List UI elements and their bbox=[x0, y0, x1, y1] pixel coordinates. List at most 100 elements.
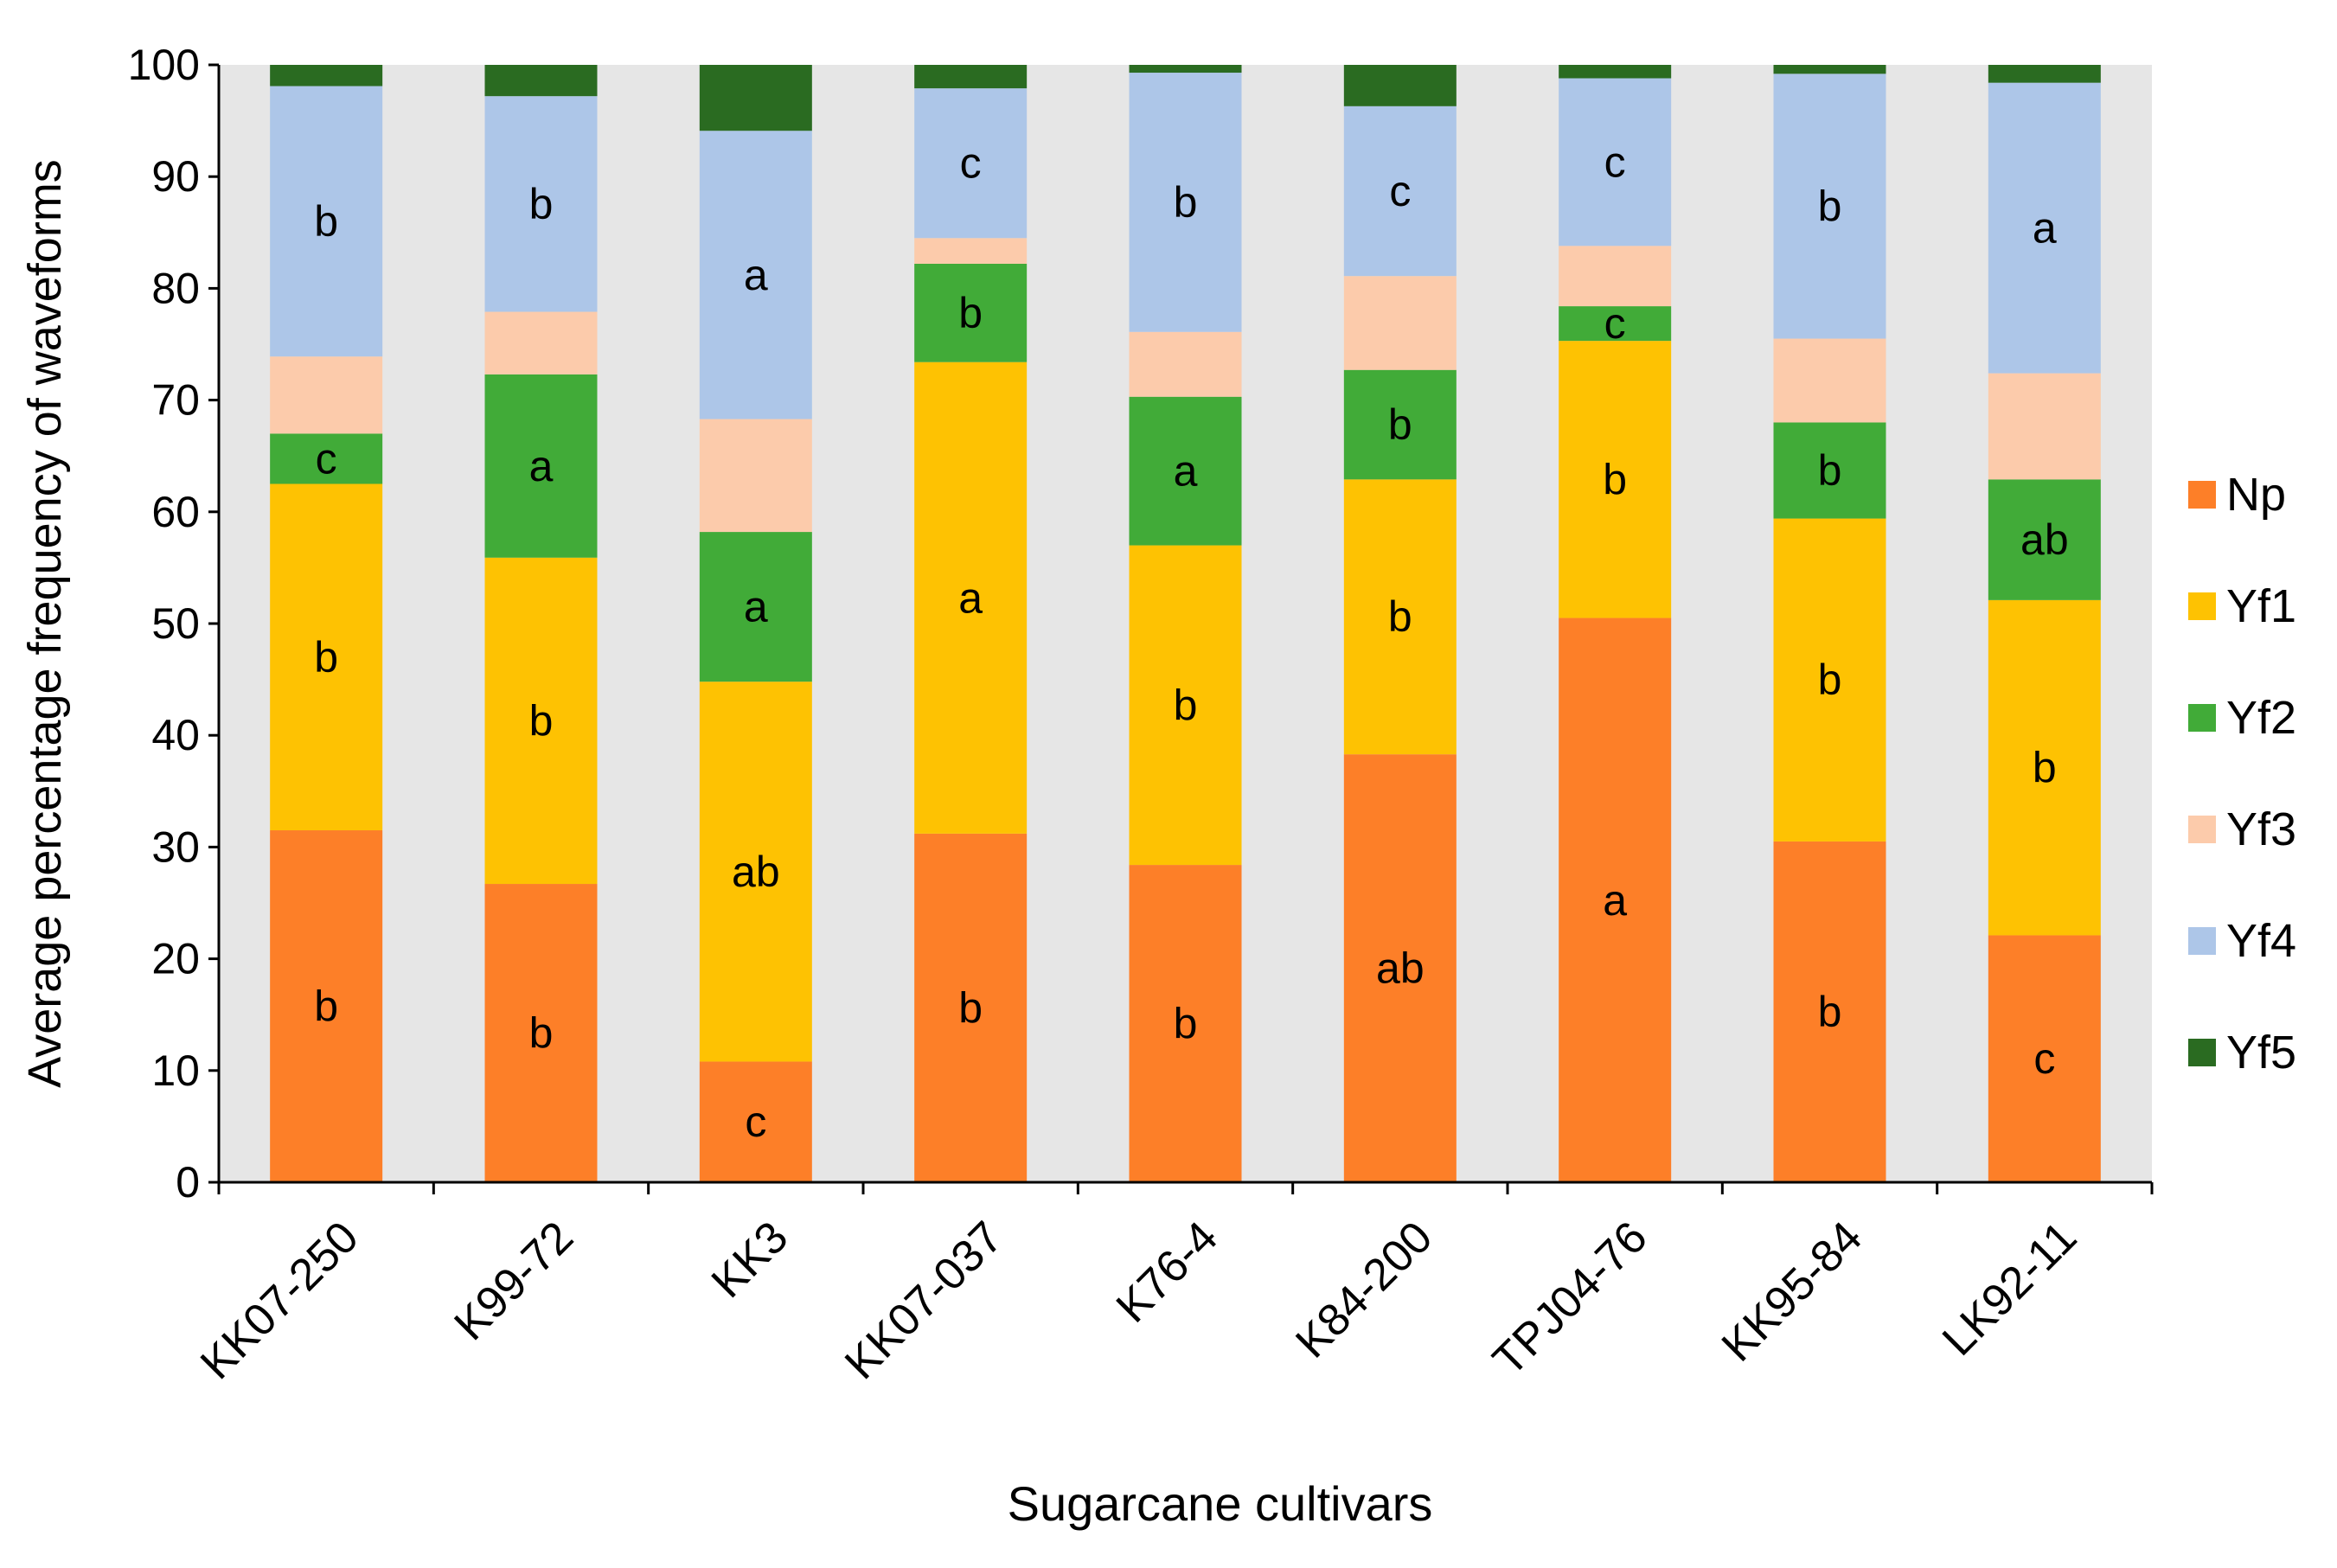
bar-segment-yf5-kk95-84 bbox=[1773, 65, 1886, 74]
segment-label: b bbox=[958, 983, 983, 1032]
segment-label: b bbox=[529, 696, 554, 745]
y-tick-label: 50 bbox=[151, 599, 200, 648]
segment-label: a bbox=[2033, 204, 2057, 253]
bar-segment-yf2-kk95-84 bbox=[1773, 422, 1886, 519]
bar-segment-yf1-k99-72 bbox=[484, 557, 598, 885]
y-tick-label: 10 bbox=[151, 1046, 200, 1095]
segment-label: c bbox=[745, 1098, 766, 1146]
bar-segment-yf4-kk3 bbox=[699, 131, 812, 419]
segment-label: b bbox=[1388, 400, 1412, 449]
bar-segment-np-kk07-250 bbox=[270, 830, 383, 1182]
y-tick-label: 70 bbox=[151, 376, 200, 425]
bar-segment-yf3-k76-4 bbox=[1129, 331, 1242, 397]
x-tick-label: KK07-037 bbox=[836, 1212, 1013, 1389]
x-tick-label: TPJ04-76 bbox=[1483, 1212, 1656, 1385]
x-tick-label: LK92-11 bbox=[1933, 1212, 2086, 1365]
bar-segment-yf5-lk92-11 bbox=[1988, 65, 2101, 83]
bar-segment-np-tpj04-76 bbox=[1559, 618, 1672, 1182]
bar-segment-yf2-kk07-037 bbox=[914, 263, 1028, 362]
legend-swatch-yf3 bbox=[2188, 816, 2216, 843]
bar-segment-yf2-tpj04-76 bbox=[1559, 306, 1672, 342]
bars-group bbox=[270, 65, 2101, 1182]
legend-label-yf5: Yf5 bbox=[2226, 1027, 2296, 1078]
x-tick-label: K84-200 bbox=[1286, 1212, 1442, 1367]
segment-label: b bbox=[1818, 988, 1842, 1036]
segment-label: c bbox=[2033, 1034, 2055, 1083]
segment-label: b bbox=[529, 1009, 554, 1058]
y-tick-label: 20 bbox=[151, 935, 200, 983]
bar-segment-yf2-k99-72 bbox=[484, 374, 598, 558]
legend-swatch-yf5 bbox=[2188, 1039, 2216, 1066]
segment-label: a bbox=[744, 583, 768, 631]
bar-segment-yf2-k84-200 bbox=[1343, 369, 1457, 480]
bar-segment-yf4-k99-72 bbox=[484, 96, 598, 312]
segment-label: a bbox=[744, 251, 768, 299]
bar-segment-np-k99-72 bbox=[484, 884, 598, 1182]
segment-label: b bbox=[1174, 681, 1198, 729]
x-tick-label: KK3 bbox=[702, 1212, 798, 1308]
bar-segment-yf5-kk3 bbox=[699, 65, 812, 131]
bar-segment-yf3-kk95-84 bbox=[1773, 338, 1886, 423]
segment-label: b bbox=[1818, 182, 1842, 230]
bar-segment-yf1-kk07-037 bbox=[914, 362, 1028, 834]
segment-label: a bbox=[529, 442, 554, 490]
segment-label: b bbox=[2033, 744, 2057, 792]
segment-label: b bbox=[1818, 656, 1842, 704]
y-tick-label: 30 bbox=[151, 822, 200, 871]
segment-label: a bbox=[958, 573, 983, 622]
bar-segment-np-kk95-84 bbox=[1773, 841, 1886, 1182]
bar-segment-np-k84-200 bbox=[1343, 754, 1457, 1182]
x-tick-label: K99-72 bbox=[445, 1212, 583, 1350]
segment-label: b bbox=[1174, 1000, 1198, 1048]
segment-label: b bbox=[958, 289, 983, 337]
bar-segment-yf5-kk07-037 bbox=[914, 65, 1028, 89]
y-ticks-group: 0 10 20 30 40 50 60 70 80 90 100 bbox=[128, 41, 219, 1206]
bar-segment-np-kk07-037 bbox=[914, 833, 1028, 1182]
segment-label: b bbox=[1818, 446, 1842, 495]
segment-label: ab bbox=[2020, 515, 2069, 564]
bar-segment-yf1-kk07-250 bbox=[270, 483, 383, 831]
bar-segment-yf5-tpj04-76 bbox=[1559, 65, 1672, 79]
bar-segment-yf3-kk07-250 bbox=[270, 356, 383, 434]
bar-segment-yf1-k84-200 bbox=[1343, 479, 1457, 755]
bar-segment-yf1-kk3 bbox=[699, 682, 812, 1062]
bar-segment-yf3-lk92-11 bbox=[1988, 373, 2101, 480]
segment-label: ab bbox=[732, 848, 780, 896]
bar-segment-yf3-kk3 bbox=[699, 419, 812, 533]
bar-segment-yf3-k84-200 bbox=[1343, 276, 1457, 370]
segment-label: b bbox=[1388, 592, 1412, 641]
segment-label: b bbox=[314, 633, 338, 682]
bar-segment-yf1-kk95-84 bbox=[1773, 518, 1886, 842]
bar-segment-yf1-lk92-11 bbox=[1988, 599, 2101, 936]
legend-label-yf3: Yf3 bbox=[2226, 803, 2296, 855]
y-tick-label: 100 bbox=[128, 41, 200, 89]
legend-label-yf1: Yf1 bbox=[2226, 580, 2296, 632]
bar-segment-yf4-kk95-84 bbox=[1773, 74, 1886, 339]
bar-segment-yf4-tpj04-76 bbox=[1559, 78, 1672, 246]
legend-swatch-yf2 bbox=[2188, 704, 2216, 732]
bar-segment-yf2-k76-4 bbox=[1129, 396, 1242, 546]
x-ticks-group: KK07-250 K99-72 KK3 KK07-037 K76-4 K84-200 TPJ… bbox=[191, 1182, 2154, 1389]
segment-label: ab bbox=[1376, 944, 1425, 993]
bar-segment-np-k76-4 bbox=[1129, 865, 1242, 1182]
legend-label-yf4: Yf4 bbox=[2226, 915, 2296, 967]
legend: Np Yf1 Yf2 Yf3 Yf4 Yf5 bbox=[2188, 469, 2296, 1078]
bar-segment-yf5-k76-4 bbox=[1129, 65, 1242, 74]
legend-swatch-yf1 bbox=[2188, 592, 2216, 620]
segment-label: b bbox=[314, 982, 338, 1031]
legend-label-np: Np bbox=[2226, 469, 2286, 521]
segment-label: a bbox=[1603, 876, 1627, 925]
bar-segment-yf4-lk92-11 bbox=[1988, 82, 2101, 374]
segment-label: c bbox=[960, 139, 982, 188]
y-tick-label: 40 bbox=[151, 711, 200, 759]
y-tick-label: 90 bbox=[151, 152, 200, 201]
legend-label-yf2: Yf2 bbox=[2226, 692, 2296, 744]
bar-segment-yf3-k99-72 bbox=[484, 311, 598, 374]
bar-segment-yf2-lk92-11 bbox=[1988, 479, 2101, 600]
bar-segment-yf4-kk07-037 bbox=[914, 88, 1028, 239]
legend-swatch-yf4 bbox=[2188, 927, 2216, 955]
segment-label: b bbox=[1603, 455, 1627, 503]
y-tick-label: 60 bbox=[151, 488, 200, 536]
